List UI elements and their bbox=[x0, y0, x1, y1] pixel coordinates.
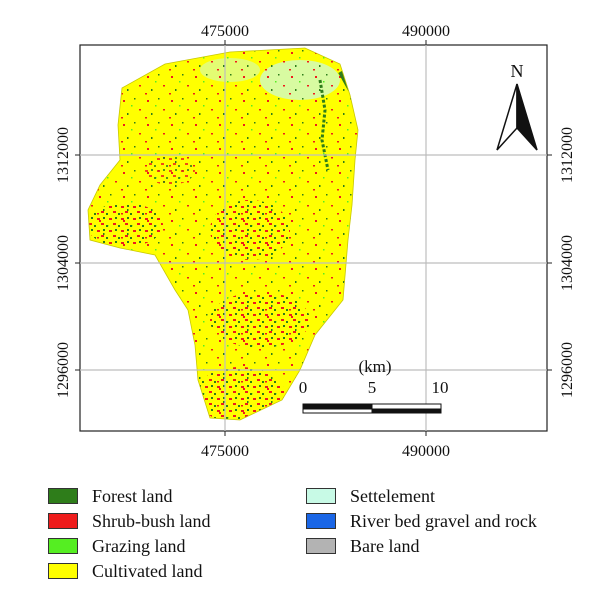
legend-item-shrub: Shrub-bush land bbox=[48, 510, 211, 532]
legend-item-cultivated: Cultivated land bbox=[48, 560, 202, 582]
scale-tick-5: 5 bbox=[368, 378, 377, 397]
legend-item-grazing: Grazing land bbox=[48, 535, 185, 557]
x-tick-label-bottom-2: 490000 bbox=[402, 443, 450, 460]
legend-label-cultivated: Cultivated land bbox=[92, 560, 203, 581]
legend-label-bare: Bare land bbox=[350, 535, 420, 556]
x-tick-label-top-2: 490000 bbox=[402, 23, 450, 40]
legend-swatch-settlement bbox=[306, 488, 336, 504]
y-tick-label-right-3: 1296000 bbox=[559, 342, 576, 398]
scale-bar: (km) 0 5 10 bbox=[299, 357, 449, 414]
legend: Forest land Shrub-bush land Grazing land… bbox=[48, 485, 568, 595]
graticule bbox=[80, 45, 547, 431]
legend-swatch-bare bbox=[306, 538, 336, 554]
y-tick-label-left-3: 1296000 bbox=[55, 342, 72, 398]
scale-unit-label: (km) bbox=[358, 357, 391, 376]
legend-swatch-cultivated bbox=[48, 563, 78, 579]
legend-label-shrub: Shrub-bush land bbox=[92, 510, 211, 531]
tick-marks bbox=[75, 40, 552, 436]
legend-label-grazing: Grazing land bbox=[92, 535, 186, 556]
north-arrow: N bbox=[496, 61, 538, 151]
y-tick-label-left-2: 1304000 bbox=[55, 235, 72, 291]
legend-item-bare: Bare land bbox=[306, 535, 419, 557]
scale-tick-0: 0 bbox=[299, 378, 308, 397]
legend-swatch-shrub bbox=[48, 513, 78, 529]
legend-label-settlement: Settelement bbox=[350, 485, 435, 506]
legend-item-river-bed: River bed gravel and rock bbox=[306, 510, 537, 532]
y-tick-label-left-1: 1312000 bbox=[55, 127, 72, 183]
north-label: N bbox=[511, 61, 524, 81]
legend-swatch-grazing bbox=[48, 538, 78, 554]
scale-tick-10: 10 bbox=[432, 378, 449, 397]
x-tick-label-bottom-1: 475000 bbox=[201, 443, 249, 460]
legend-swatch-river-bed bbox=[306, 513, 336, 529]
watershed-boundary bbox=[87, 47, 359, 421]
legend-item-forest: Forest land bbox=[48, 485, 173, 507]
legend-swatch-forest bbox=[48, 488, 78, 504]
legend-label-forest: Forest land bbox=[92, 485, 173, 506]
legend-item-settlement: Settelement bbox=[306, 485, 435, 507]
x-tick-label-top-1: 475000 bbox=[201, 23, 249, 40]
legend-label-river-bed: River bed gravel and rock bbox=[350, 510, 537, 531]
y-tick-label-right-1: 1312000 bbox=[559, 127, 576, 183]
y-tick-label-right-2: 1304000 bbox=[559, 235, 576, 291]
